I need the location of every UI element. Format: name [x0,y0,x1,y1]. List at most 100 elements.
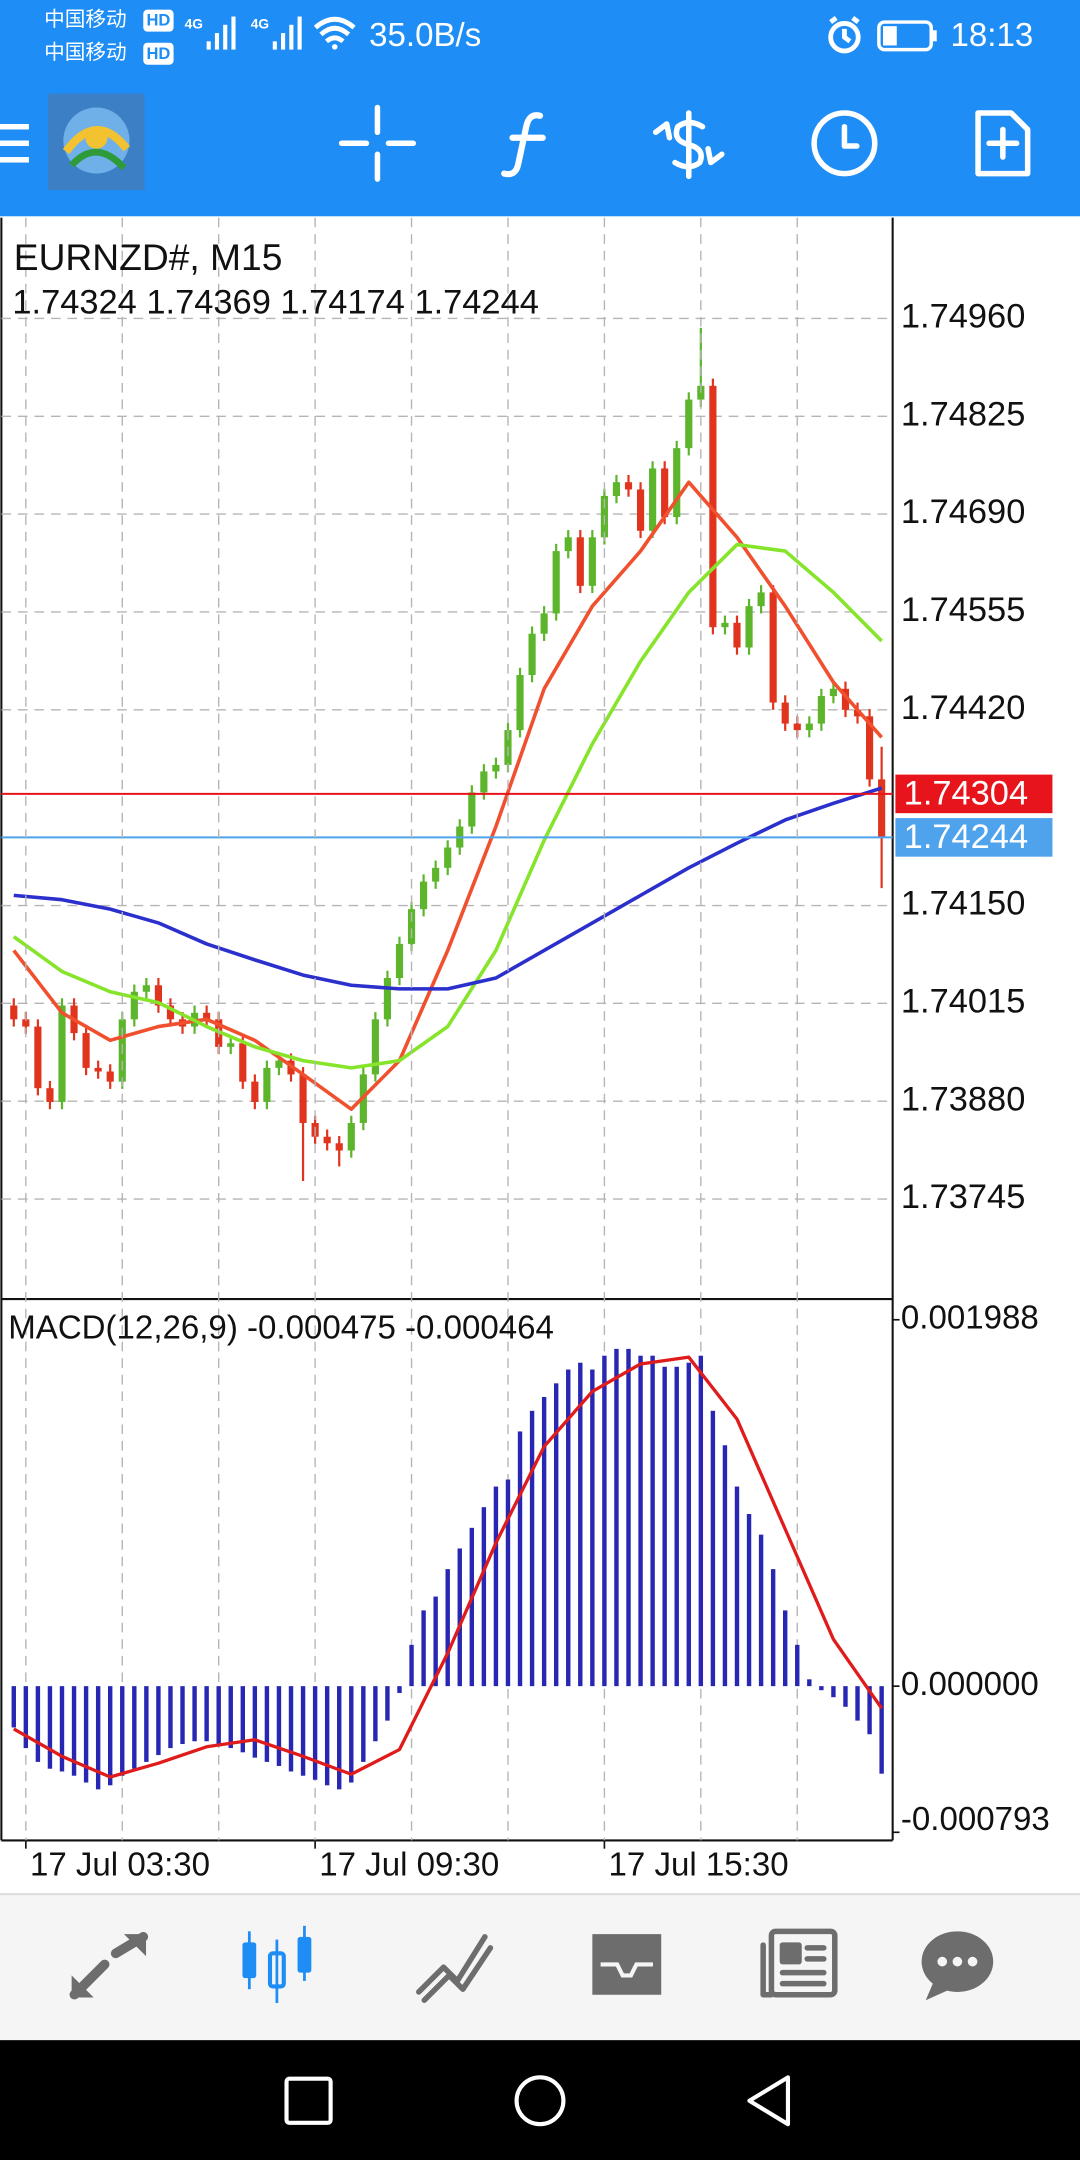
histogram-bar [686,1362,691,1687]
histogram-bar [421,1610,426,1687]
candle-body [829,688,838,697]
candle-body [432,867,440,882]
y-tick-label: 1.74420 [901,689,1025,727]
status-bar: 中国移动 HD 中国移动 HD 4G 4G 35.0B/s 18:13 [44,8,1033,65]
news-tab[interactable] [760,1928,838,1998]
histogram-bar [493,1486,499,1687]
candle-body [769,592,777,703]
candle-body [251,1081,259,1102]
menu-button[interactable] [0,123,29,163]
candle-body [58,1005,66,1102]
candle-body [865,716,874,780]
histogram-bar [180,1686,185,1745]
network-type: 4G [251,16,269,31]
indicator-title: MACD(12,26,9) -0.000475 -0.000464 [8,1309,554,1346]
histogram-bar [47,1686,53,1769]
trade-button[interactable] [652,110,725,180]
network-speed: 35.0B/s [369,17,481,54]
histogram-bar [71,1686,77,1776]
candle-body [661,468,669,518]
hd-label: HD [146,11,170,30]
candle-body [468,792,476,827]
histogram-bar [373,1686,378,1742]
candle-body [528,633,536,676]
histogram-bar [397,1686,402,1693]
y-tick-label: 1.73745 [901,1178,1025,1216]
histogram-bar [710,1410,716,1687]
chart-frame [0,217,894,1842]
histogram-bar [252,1686,258,1758]
bid-price-label: 1.74244 [904,818,1028,856]
histogram-bar [324,1686,330,1786]
histogram-bar [734,1486,740,1687]
carrier-name: 中国移动 [44,8,127,31]
open-value: 1.74324 [12,284,136,322]
histogram-bar [35,1686,41,1762]
quotes-tab[interactable] [69,1932,149,2000]
system-navigation [0,2040,1080,2160]
candle-body [492,764,500,772]
high-value: 1.74369 [146,284,270,322]
candle-body [130,991,138,1020]
candle-body [94,1067,102,1072]
histogram-bar [132,1686,137,1769]
hd-label: HD [146,44,170,63]
histogram-bar [168,1686,173,1749]
crosshair-button[interactable] [338,104,417,182]
candle-body [10,1005,18,1020]
app-logo [48,93,145,191]
histogram-bar [361,1686,366,1762]
candle-body [540,613,548,634]
back-button[interactable] [747,2075,791,2127]
ask-price-label-background [895,774,1053,814]
candle-body [142,985,150,992]
candle-body [275,1060,283,1068]
recents-button[interactable] [284,2076,333,2125]
histogram-bar [108,1686,113,1786]
histogram-bar [445,1569,450,1687]
histogram-bar [879,1686,884,1774]
candle-body [552,551,560,614]
alarm-icon [828,15,861,54]
histogram-bar [807,1679,812,1687]
bottom-nav-background [0,1894,1080,2041]
candle-body [624,482,633,490]
histogram-bar [240,1686,245,1753]
timeframe-button[interactable] [811,110,878,177]
chart-title: EURNZD#, M15 [14,236,283,278]
moving-average-line [12,542,883,1070]
candle-body [203,1012,211,1020]
hd-badge [143,9,174,32]
new-order-button[interactable] [975,110,1031,177]
candle-body [347,1122,355,1151]
low-value: 1.74174 [280,284,404,322]
y-tick-label: 1.74960 [901,297,1025,335]
chat-tab[interactable] [921,1931,994,2001]
home-button[interactable] [514,2075,566,2127]
x-tick-label: 17 Jul 09:30 [319,1846,499,1883]
trade-tab[interactable] [416,1934,494,2003]
network-type: 4G [185,16,203,31]
candle-body [878,779,886,838]
indicator-name: MACD(12,26,9) [8,1309,238,1346]
candle-body [805,723,813,731]
indicators-button[interactable] [501,112,546,178]
histogram-bar [553,1383,559,1687]
histogram-bar [831,1686,836,1698]
histogram-bar [349,1686,354,1783]
history-tab[interactable] [592,1934,662,1995]
histogram-bar [819,1686,824,1691]
chart-tab[interactable] [242,1925,312,2003]
histogram-bar [95,1686,101,1790]
histogram-bar [276,1686,282,1766]
histogram-bar [312,1686,318,1780]
y-tick-label: -0.000793 [901,1801,1050,1838]
x-tick-label: 17 Jul 15:30 [609,1846,789,1883]
histogram-bar [650,1355,655,1687]
signal-value: -0.000464 [405,1309,554,1346]
candle-body [612,482,621,496]
candle-body [709,385,717,628]
histogram-bar [264,1686,270,1762]
candle-body [685,399,693,449]
